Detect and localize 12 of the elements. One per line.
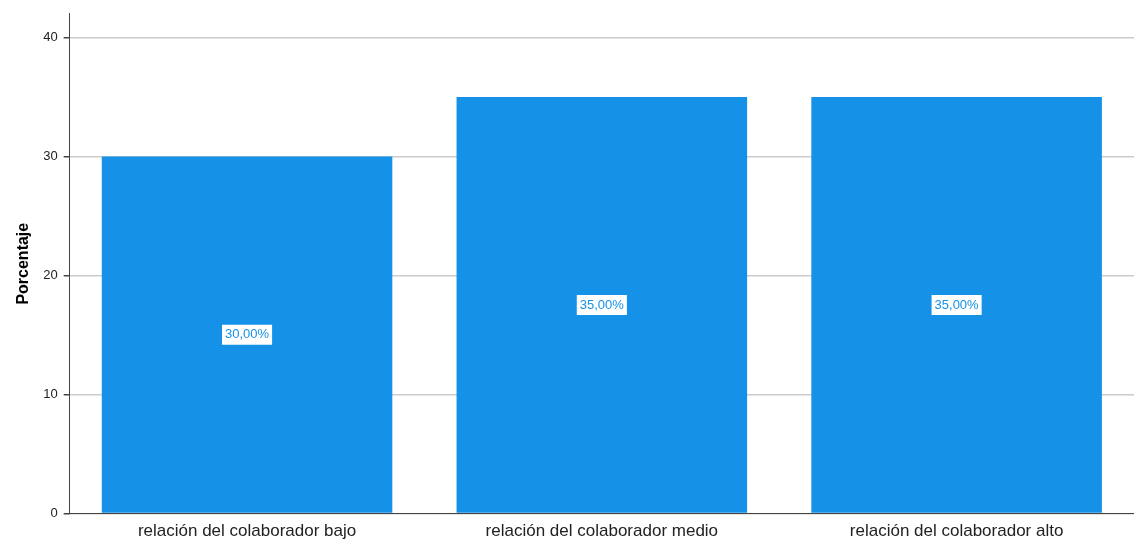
data-label: 30,00%	[225, 326, 270, 342]
y-tick-label: 40	[43, 29, 58, 45]
y-tick-label: 0	[50, 505, 58, 521]
y-axis-title: Porcentaje	[14, 222, 32, 305]
y-tick-label: 20	[43, 267, 58, 283]
y-tick-label: 10	[43, 386, 58, 402]
data-label: 35,00%	[579, 296, 625, 312]
y-tick-label: 30	[43, 148, 58, 164]
data-label: 35,00%	[934, 296, 980, 312]
x-tick-label: relación del colaborador alto	[849, 521, 1064, 541]
x-tick-label: relación del colaborador bajo	[137, 521, 357, 541]
x-tick-label: relación del colaborador medio	[485, 521, 719, 541]
